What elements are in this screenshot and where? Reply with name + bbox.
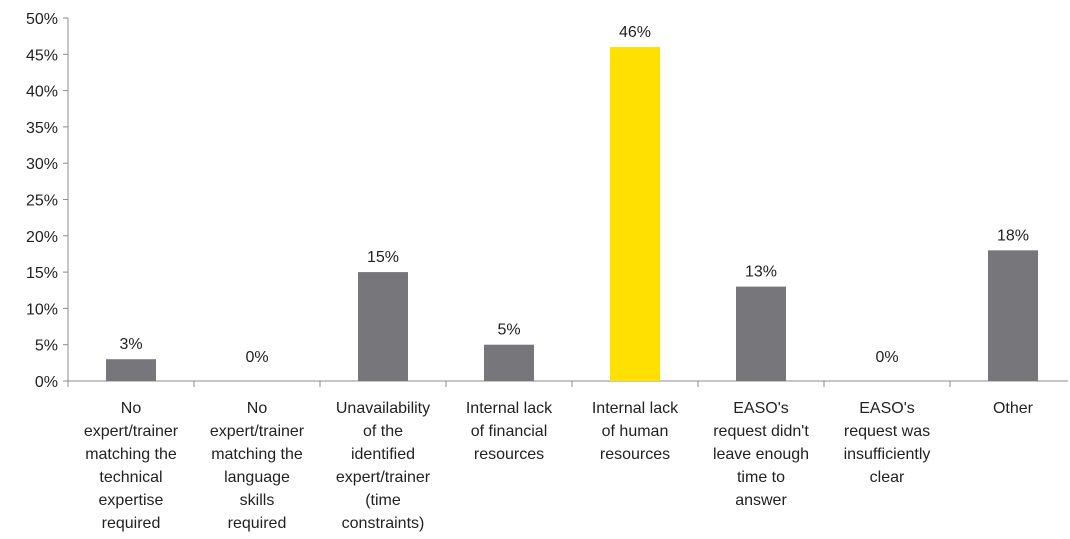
category-label: No expert/trainer matching the language skil…	[210, 400, 305, 532]
data-label: 18%	[997, 227, 1029, 244]
y-tick-label: 0%	[35, 374, 58, 391]
category-label: Internal lack of financial resources	[466, 400, 553, 463]
chart-axes	[67, 18, 1068, 387]
y-tick-label: 15%	[26, 265, 58, 282]
y-tick-label: 10%	[26, 301, 58, 318]
data-label: 13%	[745, 264, 777, 281]
value-labels: 3% 0% 15% 5% 46% 13% 0% 18%	[119, 24, 1029, 366]
y-tick-label: 25%	[26, 193, 58, 210]
category-label: EASO's request was insufficiently clear	[844, 400, 931, 486]
category-label: EASO's request didn't leave enough time to a…	[713, 400, 809, 509]
y-tick-label: 30%	[26, 156, 58, 173]
category-label: Internal lack of human resources	[592, 400, 679, 463]
y-tick-label: 35%	[26, 120, 58, 137]
y-axis-ticks: 0% 5% 10% 15% 20% 25% 30% 35% 40% 45% 50%	[26, 11, 68, 391]
category-label: Unavailability of the identified expert/tra…	[336, 400, 431, 532]
data-label: 5%	[497, 322, 520, 339]
bars	[106, 47, 1038, 381]
data-label: 46%	[619, 24, 651, 41]
y-tick-label: 5%	[35, 338, 58, 355]
bar	[736, 286, 786, 381]
y-tick-label: 40%	[26, 84, 58, 101]
y-tick-label: 20%	[26, 229, 58, 246]
bar	[358, 272, 408, 381]
y-tick-label: 45%	[26, 47, 58, 64]
bar	[988, 250, 1038, 381]
y-tick-label: 50%	[26, 11, 58, 28]
data-label: 0%	[245, 349, 268, 366]
data-label: 3%	[119, 336, 142, 353]
bar	[106, 359, 156, 381]
bar	[610, 47, 660, 381]
category-label: No expert/trainer matching the technical exp…	[84, 400, 179, 532]
bar	[484, 344, 534, 381]
data-label: 15%	[367, 249, 399, 266]
data-label: 0%	[875, 349, 898, 366]
category-labels: No expert/trainer matching the technical exp…	[84, 400, 1034, 532]
category-label: Other	[993, 400, 1034, 417]
